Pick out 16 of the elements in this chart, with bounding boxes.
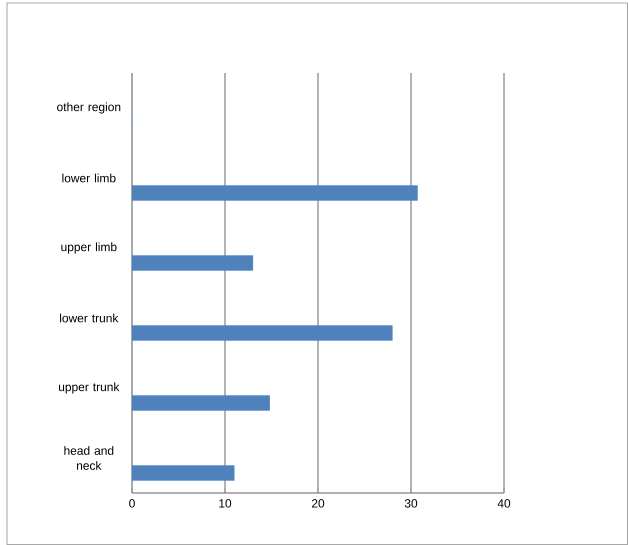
x-tick-label: 40 [498,499,510,508]
bar [132,395,270,411]
y-tick-label: upper limb [61,242,117,254]
x-tick-label: 20 [312,499,324,508]
y-tick-label: other region [57,102,120,114]
x-tick-label: 30 [404,499,418,508]
bar [132,255,254,271]
x-tick-label: 0 [129,499,135,508]
y-tick-label: lower limb [62,174,116,182]
y-tick-label: head and neck [64,446,114,470]
bar [132,465,234,481]
y-tick-label: lower trunk [60,314,118,322]
bar [132,185,418,201]
x-tick-label: 10 [219,499,232,508]
y-tick-label: upper trunk [59,382,120,394]
bar [132,325,393,341]
